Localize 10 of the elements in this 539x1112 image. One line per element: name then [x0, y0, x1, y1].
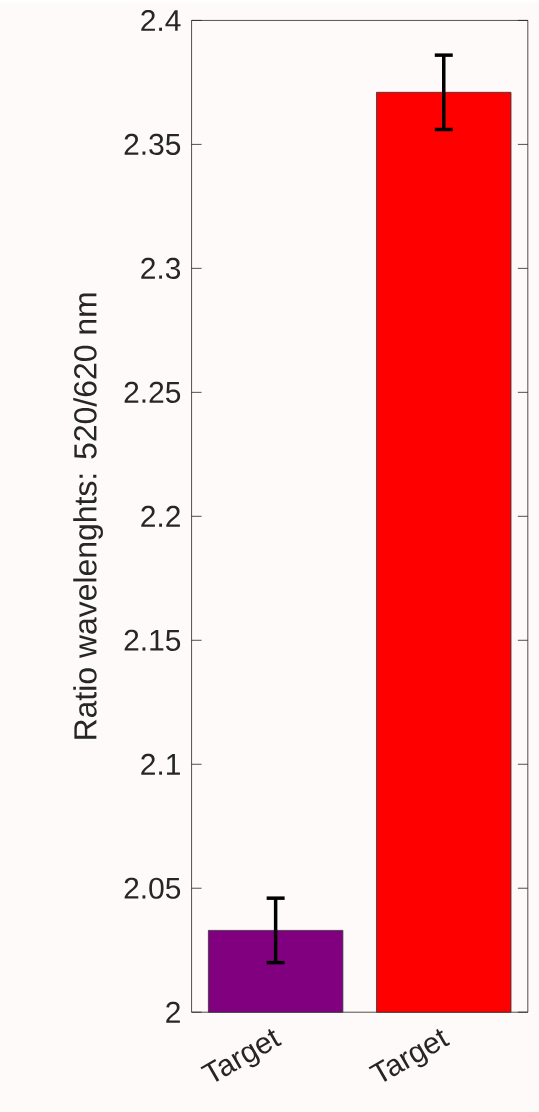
y-tick-label: 2.2 — [141, 505, 180, 527]
y-tick-label: 2.25 — [124, 381, 181, 403]
y-tick-label: 2.35 — [124, 133, 181, 155]
y-tick-label: 2.3 — [141, 257, 181, 279]
y-tick-label: 2.4 — [141, 9, 181, 31]
y-tick-label: 2.15 — [124, 629, 181, 651]
y-tick-label: 2.05 — [124, 877, 181, 899]
y-tick-label: 2 — [166, 1001, 180, 1023]
y-tick-label: 2.1 — [141, 753, 181, 775]
y-axis-title: Ratio wavelenghts: 520/620 nm — [73, 293, 104, 739]
